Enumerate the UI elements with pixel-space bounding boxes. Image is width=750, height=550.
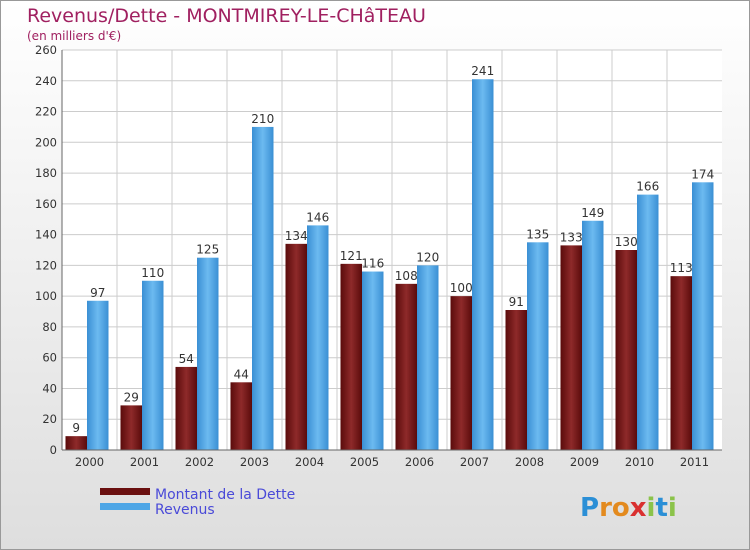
bar-revenus [582, 220, 604, 450]
bar-dette [340, 263, 362, 450]
y-tick-label: 120 [35, 258, 57, 272]
data-label: 44 [234, 367, 249, 381]
y-tick-label: 200 [35, 135, 57, 149]
data-label: 134 [285, 229, 308, 243]
bar-revenus [197, 257, 219, 450]
bar-revenus [307, 225, 329, 450]
x-tick-label: 2002 [185, 455, 214, 469]
data-label: 100 [450, 281, 473, 295]
data-label: 29 [124, 390, 139, 404]
data-label: 130 [615, 235, 638, 249]
y-tick-label: 80 [42, 320, 57, 334]
logo-letter: t [655, 493, 667, 523]
x-tick-label: 2010 [625, 455, 654, 469]
data-label: 174 [691, 167, 714, 181]
bar-revenus [472, 79, 494, 450]
legend-label-dette: Montant de la Dette [155, 487, 295, 503]
bar-revenus [692, 182, 714, 451]
x-tick-label: 2005 [350, 455, 379, 469]
y-tick-label: 160 [35, 197, 57, 211]
x-tick-label: 2003 [240, 455, 269, 469]
data-label: 120 [416, 250, 439, 264]
data-label: 241 [471, 64, 494, 78]
data-label: 108 [395, 269, 418, 283]
data-label: 149 [581, 206, 604, 220]
logo-letter: i [668, 493, 677, 523]
y-tick-label: 100 [35, 289, 57, 303]
bar-dette [65, 436, 87, 450]
x-tick-label: 2000 [75, 455, 104, 469]
data-label: 121 [340, 249, 363, 263]
bar-revenus [87, 300, 109, 450]
bar-dette [560, 245, 582, 450]
logo-letter: i [647, 493, 656, 523]
data-label: 9 [72, 421, 80, 435]
data-label: 113 [670, 261, 693, 275]
x-tick-label: 2004 [295, 455, 324, 469]
bar-dette [285, 243, 307, 450]
data-label: 146 [306, 210, 329, 224]
bar-dette [230, 382, 252, 450]
bar-dette [615, 250, 637, 450]
logo-letter: P [580, 493, 599, 523]
data-label: 166 [636, 180, 659, 194]
bar-revenus [252, 126, 274, 450]
data-label: 54 [179, 352, 194, 366]
bar-revenus [527, 242, 549, 450]
logo-letter: o [612, 493, 630, 523]
bar-revenus [362, 271, 384, 450]
bar-revenus [417, 265, 439, 450]
x-tick-label: 2001 [130, 455, 159, 469]
bar-dette [175, 366, 197, 450]
y-tick-label: 60 [42, 351, 57, 365]
data-label: 125 [196, 243, 219, 257]
y-tick-label: 240 [35, 74, 57, 88]
x-tick-label: 2009 [570, 455, 599, 469]
data-label: 91 [509, 295, 524, 309]
data-label: 116 [361, 257, 384, 271]
bar-dette [670, 276, 692, 450]
data-label: 135 [526, 227, 549, 241]
bar-revenus [142, 280, 164, 450]
logo-letter: r [599, 493, 612, 523]
legend: Montant de la Dette Revenus [100, 487, 295, 518]
bar-dette [450, 296, 472, 450]
chart-subtitle: (en milliers d'€) [27, 29, 121, 43]
data-label: 210 [251, 112, 274, 126]
data-label: 110 [141, 266, 164, 280]
y-tick-label: 180 [35, 166, 57, 180]
x-tick-label: 2006 [405, 455, 434, 469]
data-label: 97 [90, 286, 105, 300]
legend-label-revenus: Revenus [155, 502, 215, 518]
data-label: 133 [560, 230, 583, 244]
y-tick-label: 20 [42, 412, 57, 426]
axes: 0 20 40 60 80 100 120 140 160 180 200 220 240 260 2000… [35, 43, 722, 469]
y-tick-label: 140 [35, 228, 57, 242]
logo-letter: x [630, 493, 647, 523]
bar-dette [505, 310, 527, 450]
bar-dette [395, 283, 417, 450]
y-tick-label: 0 [50, 443, 57, 457]
chart-title: Revenus/Dette - MONTMIREY-LE-CHâTEAU [27, 5, 426, 27]
bar-dette [120, 405, 142, 450]
bars: 9 29 54 44 134 121 108 100 91 133 130 113 97 110 125 21… [65, 64, 714, 451]
y-tick-label: 220 [35, 105, 57, 119]
proxiti-logo: Proxiti [580, 493, 677, 523]
legend-swatch-dette [100, 488, 150, 495]
grid [62, 49, 722, 450]
y-tick-label: 260 [35, 43, 57, 57]
x-tick-label: 2008 [515, 455, 544, 469]
legend-swatch-revenus [100, 503, 150, 510]
x-tick-label: 2011 [680, 455, 709, 469]
bar-revenus [637, 194, 659, 450]
y-tick-label: 40 [42, 381, 57, 395]
x-tick-label: 2007 [460, 455, 489, 469]
